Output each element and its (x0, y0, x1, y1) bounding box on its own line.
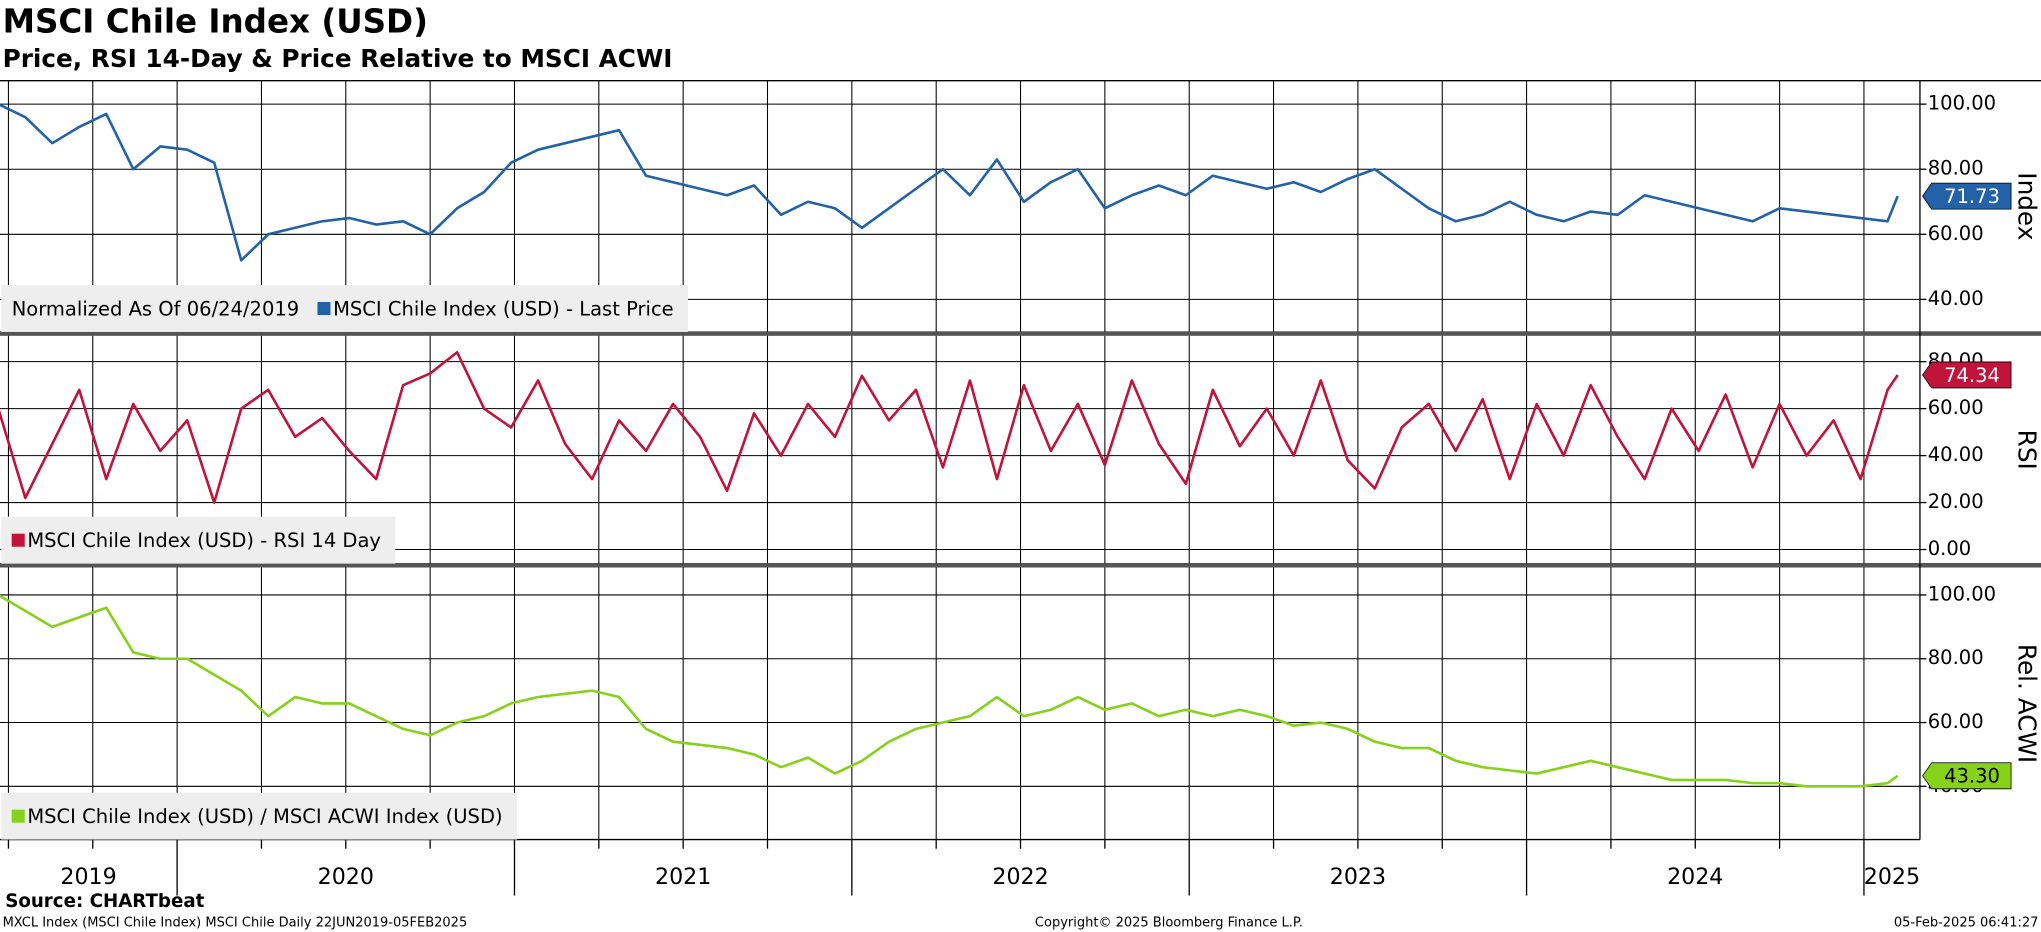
footer-center: Copyright© 2025 Bloomberg Finance L.P. (1035, 915, 1303, 930)
series-line (0, 103, 1899, 262)
last-value-label: 74.34 (1944, 364, 2000, 387)
last-value-badge (1922, 182, 2012, 210)
y-tick-label: 100.00 (1928, 92, 1996, 115)
legend-label: MSCI Chile Index (USD) / MSCI ACWI Index… (27, 805, 502, 828)
legend-swatch (11, 809, 25, 823)
chart-title: MSCI Chile Index (USD) (3, 2, 428, 40)
x-tick-label: 2023 (1330, 864, 1386, 890)
legend-swatch (11, 533, 25, 547)
legend: Normalized As Of 06/24/2019 MSCI Chile In… (1, 285, 689, 332)
last-value-badge (1922, 361, 2012, 389)
footer-left: MXCL Index (MSCI Chile Index) MSCI Chile… (3, 915, 468, 930)
legend-label: MSCI Chile Index (USD) - RSI 14 Day (27, 529, 381, 552)
y-tick-label: 100.00 (1928, 582, 1996, 605)
legend: MSCI Chile Index (USD) / MSCI ACWI Index… (1, 792, 517, 840)
x-tick-label: 2025 (1864, 864, 1920, 890)
footer-right: 05-Feb-2025 06:41:27 (1894, 915, 2039, 930)
x-tick-label: 2019 (60, 864, 116, 890)
y-tick-label: 20.00 (1928, 490, 1984, 513)
y-axis-title: Index (2012, 172, 2041, 240)
source: Source: CHARTbeat (5, 891, 204, 912)
legend-swatch (317, 301, 331, 316)
y-tick-label: 40.00 (1928, 287, 1984, 310)
x-tick-label: 2021 (655, 864, 711, 890)
y-tick-label: 40.00 (1928, 443, 1984, 466)
legend: MSCI Chile Index (USD) - RSI 14 Day (1, 516, 396, 564)
y-tick-label: 60.00 (1928, 222, 1984, 245)
panel-separator (0, 562, 2041, 568)
y-tick-label: 60.00 (1928, 396, 1984, 419)
series-line (0, 350, 1899, 504)
series-line (0, 594, 1899, 788)
last-value-label: 43.30 (1944, 765, 2000, 788)
legend-box (1, 516, 396, 564)
legend-box (1, 285, 689, 332)
x-tick-label: 2020 (318, 864, 374, 890)
last-value-badge (1922, 762, 2012, 790)
legend-note: Normalized As Of 06/24/2019 (12, 297, 300, 320)
panel-separator (0, 331, 2041, 336)
x-tick-label: 2024 (1667, 864, 1723, 890)
y-tick-label: 80.00 (1928, 157, 1984, 180)
y-axis-title: RSI (2012, 430, 2041, 470)
legend-label: MSCI Chile Index (USD) - Last Price (333, 297, 674, 320)
legend-box (1, 792, 517, 840)
y-axis-title: Rel. ACWI (2012, 644, 2041, 763)
last-value-label: 71.73 (1944, 185, 2000, 208)
y-tick-label: 60.00 (1928, 710, 1984, 733)
chart-subtitle: Price, RSI 14-Day & Price Relative to MS… (3, 44, 673, 73)
x-tick-label: 2022 (992, 864, 1048, 890)
y-tick-label: 80.00 (1928, 646, 1984, 669)
y-tick-label: 0.00 (1928, 537, 1971, 560)
